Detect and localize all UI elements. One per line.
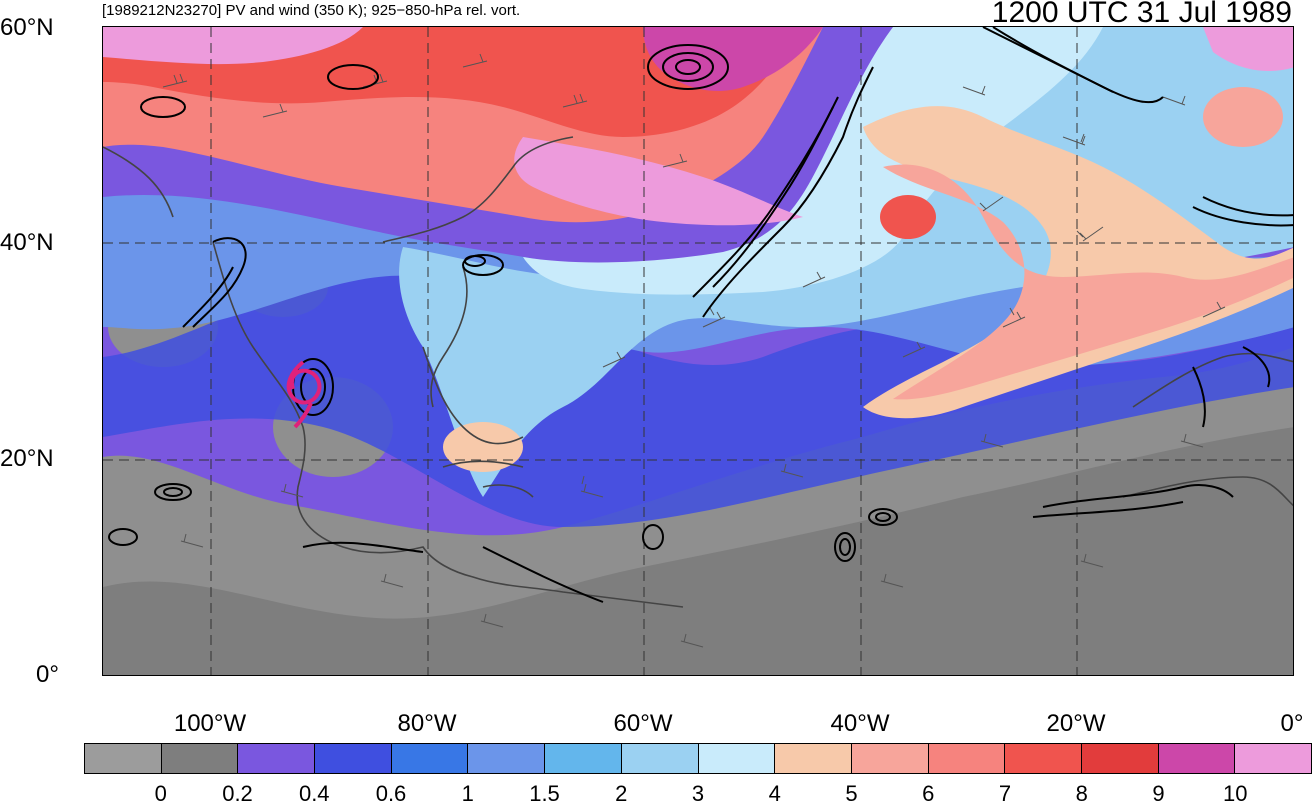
pv-colorbar [84, 743, 1312, 774]
colorbar-box [238, 744, 316, 773]
pv-field-blue-band [103, 275, 1293, 527]
pv-map [102, 26, 1294, 676]
colorbar-label: 3 [691, 781, 705, 806]
lat-label-20n: 20°N [0, 445, 54, 472]
colorbar-box [1235, 744, 1311, 773]
pv-field-north-pink-1 [103, 27, 363, 65]
colorbar-label: 7 [998, 781, 1012, 806]
colorbar-box [161, 744, 239, 773]
colorbar-box [1081, 744, 1159, 773]
coastlines [103, 136, 1293, 608]
lon-label-80w: 80°W [397, 710, 457, 737]
colorbar-box [928, 744, 1006, 773]
pv-field-salmon-filament [883, 164, 1293, 400]
colorbar-box [698, 744, 776, 773]
colorbar-label: 0 [154, 781, 167, 806]
colorbar-box [391, 744, 469, 773]
colorbar-box [621, 744, 699, 773]
pv-field-ne-pink [1203, 27, 1293, 72]
colorbar-label: 4 [768, 781, 781, 806]
colorbar-label: 9 [1152, 781, 1165, 806]
colorbar-label: 6 [922, 781, 935, 806]
pv-field-dark-grey [103, 427, 1293, 675]
colorbar-box [775, 744, 852, 773]
colorbar-box [315, 744, 392, 773]
colorbar-label: 0.6 [375, 781, 407, 806]
colorbar-box [851, 744, 929, 773]
lat-label-60n: 60°N [0, 14, 54, 41]
lon-label-60w: 60°W [613, 710, 673, 737]
lat-label-40n: 40°N [0, 229, 54, 256]
vorticity-contours [108, 27, 1293, 603]
graticule [103, 27, 1293, 675]
pv-field-north-magenta [643, 27, 823, 92]
colorbar-box [468, 744, 546, 773]
colorbar-label: 1 [461, 781, 474, 806]
colorbar-box [545, 744, 622, 773]
colorbar-label: 1.5 [529, 781, 560, 806]
wind-barbs [162, 53, 1226, 648]
colorbar-box [1005, 744, 1082, 773]
lon-label-20w: 20°W [1046, 710, 1106, 737]
pv-field-lightest-blue [523, 27, 1103, 295]
lat-label-0: 0° [36, 661, 59, 688]
pv-blob-east [1203, 87, 1283, 147]
colorbar-label: 5 [845, 781, 858, 806]
pv-max-atlantic [880, 195, 936, 239]
colorbar-box [85, 744, 162, 773]
lon-label-0: 0° [1280, 710, 1304, 737]
pv-field-orange-filament [863, 106, 1293, 419]
lon-label-40w: 40°W [830, 710, 890, 737]
colorbar-label: 2 [615, 781, 628, 806]
colorbar-label: 10 [1223, 781, 1248, 806]
valid-time: 1200 UTC 31 Jul 1989 [991, 0, 1292, 29]
colorbar-label: 0.2 [222, 781, 253, 806]
colorbar-box [1158, 744, 1236, 773]
map-title: [1989212N23270] PV and wind (350 K); 925… [102, 2, 521, 19]
storm-track [286, 360, 322, 429]
pv-map-canvas [103, 27, 1293, 675]
pv-field-north-pink-2 [514, 137, 803, 226]
colorbar-label: 0.4 [298, 781, 330, 806]
lon-label-100w: 100°W [173, 710, 247, 737]
colorbar-label: 8 [1075, 781, 1088, 806]
